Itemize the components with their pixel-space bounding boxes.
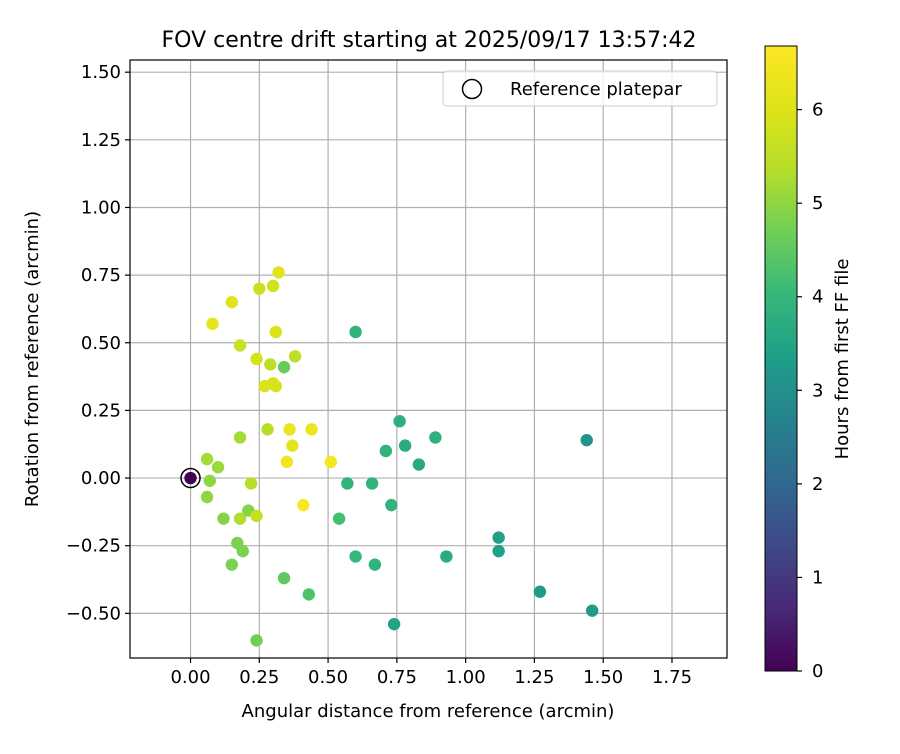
data-point xyxy=(368,558,382,571)
y-tick-label: −0.50 xyxy=(66,603,121,624)
data-point xyxy=(233,339,247,352)
colorbar: 0 1 2 3 4 5 6 Hours from first FF file xyxy=(764,45,853,682)
data-point xyxy=(203,474,216,487)
data-point xyxy=(236,544,249,558)
data-point xyxy=(349,550,362,563)
data-point xyxy=(211,461,225,474)
data-point xyxy=(379,444,393,458)
data-point xyxy=(225,558,238,571)
x-tick-label: 0.75 xyxy=(377,667,417,688)
y-tick-label: 1.00 xyxy=(81,197,121,218)
x-tick-label: 1.25 xyxy=(514,667,554,688)
y-axis-label: Rotation from reference (arcmin) xyxy=(22,211,43,507)
axes-layer: 0.00 0.25 0.50 0.75 1.00 1.25 1.50 1.75 −0.50 −0.… xyxy=(66,59,728,688)
data-point xyxy=(349,325,362,339)
data-point xyxy=(258,379,272,393)
colorbar-tick-label: 4 xyxy=(812,287,823,308)
x-tick-label: 1.50 xyxy=(583,667,623,688)
data-point xyxy=(305,423,318,436)
data-point xyxy=(264,358,277,371)
y-tick-label: 0.50 xyxy=(81,333,121,354)
data-point xyxy=(250,509,263,523)
colorbar-gradient xyxy=(764,45,798,672)
data-point xyxy=(272,266,285,279)
colorbar-tick-label: 5 xyxy=(812,193,823,214)
data-point xyxy=(585,604,599,617)
grid-layer xyxy=(130,60,727,658)
data-point xyxy=(492,544,505,558)
colorbar-tick-label: 0 xyxy=(812,661,823,682)
colorbar-tick-label: 1 xyxy=(812,567,823,588)
points-layer xyxy=(180,266,599,647)
data-point xyxy=(261,423,274,436)
colorbar-tick-label: 3 xyxy=(812,380,823,401)
y-tick-label: 0.00 xyxy=(81,468,121,489)
data-point xyxy=(233,431,247,444)
colorbar-ticks: 0 1 2 3 4 5 6 xyxy=(797,100,823,682)
data-point xyxy=(387,617,401,631)
y-tick-label: 0.75 xyxy=(81,265,121,286)
legend: Reference platepar xyxy=(442,70,718,107)
chart-title: FOV centre drift starting at 2025/09/17 … xyxy=(162,28,697,53)
data-point xyxy=(429,431,442,444)
x-tick-label: 0.00 xyxy=(170,667,210,688)
data-point xyxy=(412,458,426,471)
colorbar-tick-label: 2 xyxy=(812,474,823,495)
legend-label: Reference platepar xyxy=(510,79,682,100)
data-point xyxy=(492,531,505,544)
legend-box xyxy=(442,70,718,107)
data-point xyxy=(398,439,412,452)
data-point xyxy=(341,477,354,490)
colorbar-label: Hours from first FF file xyxy=(832,259,853,460)
y-tick-label: 1.25 xyxy=(81,130,121,151)
data-point xyxy=(206,317,219,331)
reference-marker-ring xyxy=(180,467,201,489)
data-point xyxy=(332,512,346,525)
data-point xyxy=(266,279,280,293)
data-point xyxy=(283,423,296,436)
data-point xyxy=(200,490,214,504)
x-tick-label: 0.50 xyxy=(308,667,348,688)
data-point xyxy=(297,498,310,512)
data-point xyxy=(250,634,263,647)
legend-marker xyxy=(461,78,483,100)
data-point xyxy=(225,295,238,309)
data-point xyxy=(277,360,291,374)
x-tick-label: 1.00 xyxy=(446,667,486,688)
data-point xyxy=(200,452,214,466)
x-tick-label: 0.25 xyxy=(239,667,279,688)
data-point xyxy=(217,512,230,525)
data-point xyxy=(277,571,291,585)
data-point xyxy=(280,455,294,469)
data-point xyxy=(288,350,302,363)
data-point xyxy=(269,325,283,339)
data-point xyxy=(253,282,266,295)
data-point xyxy=(393,415,406,428)
data-point xyxy=(533,585,547,598)
data-point xyxy=(385,498,398,512)
y-tick-label: −0.25 xyxy=(66,536,121,557)
data-point xyxy=(250,352,263,366)
data-point xyxy=(269,379,283,393)
plot-frame xyxy=(129,59,728,659)
y-tick-label: 0.25 xyxy=(81,400,121,421)
data-point xyxy=(440,550,453,563)
data-point xyxy=(233,512,247,525)
x-tick-label: 1.75 xyxy=(652,667,692,688)
data-point xyxy=(324,455,338,469)
data-point xyxy=(244,477,258,490)
reference-point xyxy=(184,471,197,485)
y-tick-label: 1.50 xyxy=(81,62,121,83)
data-point xyxy=(286,439,299,452)
x-axis-label: Angular distance from reference (arcmin) xyxy=(242,701,615,722)
data-point xyxy=(302,588,316,601)
data-point xyxy=(365,477,379,490)
data-point xyxy=(580,433,593,447)
colorbar-tick-label: 6 xyxy=(812,100,823,121)
